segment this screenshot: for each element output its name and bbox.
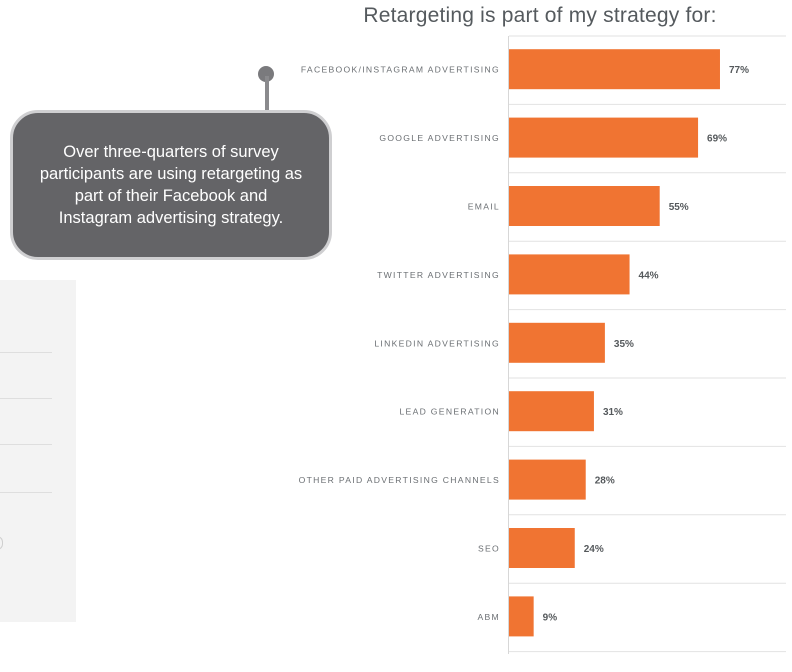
callout-box: Over three-quarters of survey participan… xyxy=(10,110,332,260)
category-label: GOOGLE ADVERTISING xyxy=(379,133,500,143)
value-label: 28% xyxy=(595,476,615,487)
value-label: 69% xyxy=(707,134,727,145)
category-label: OTHER PAID ADVERTISING CHANNELS xyxy=(299,475,500,485)
callout-text: Over three-quarters of survey participan… xyxy=(39,141,303,229)
category-label: EMAIL xyxy=(468,202,500,212)
bar xyxy=(509,596,534,636)
bar xyxy=(509,391,594,431)
value-label: 55% xyxy=(669,202,689,213)
bar xyxy=(509,528,575,568)
value-label: 9% xyxy=(543,612,558,623)
value-label: 24% xyxy=(584,544,604,555)
bar xyxy=(509,49,720,89)
category-label: TWITTER ADVERTISING xyxy=(377,270,500,280)
value-label: 35% xyxy=(614,339,634,350)
value-label: 31% xyxy=(603,407,623,418)
bar xyxy=(509,186,660,226)
bar xyxy=(509,460,586,500)
value-label: 77% xyxy=(729,65,749,76)
value-label: 44% xyxy=(639,270,659,281)
category-label: LINKEDIN ADVERTISING xyxy=(374,338,500,348)
category-label: LEAD GENERATION xyxy=(399,407,500,417)
category-label: SEO xyxy=(478,544,500,554)
bar xyxy=(509,254,630,294)
category-label: ABM xyxy=(477,612,500,622)
bar xyxy=(509,118,698,158)
bar xyxy=(509,323,605,363)
category-label: FACEBOOK/INSTAGRAM ADVERTISING xyxy=(301,65,500,75)
callout-pointer-line xyxy=(265,76,269,112)
